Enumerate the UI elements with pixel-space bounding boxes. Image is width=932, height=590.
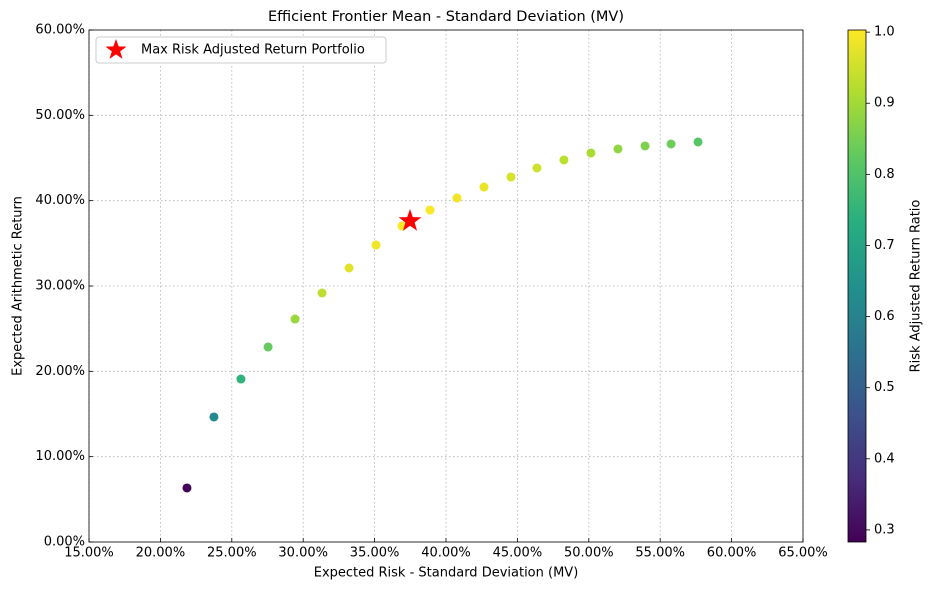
colorbar-tick-label: 0.8 [874,167,895,182]
y-tick-label: 50.00% [35,108,85,123]
x-axis-label: Expected Risk - Standard Deviation (MV) [314,566,579,581]
x-tick-label: 25.00% [207,546,257,561]
highlight-point [398,209,422,231]
x-tick-label: 60.00% [707,546,757,561]
point [182,483,192,493]
x-tick-label: 40.00% [421,546,471,561]
x-tick-label: 20.00% [136,546,186,561]
grid [88,29,804,543]
point [317,288,327,298]
point [506,172,516,182]
colorbar-tick-label: 0.3 [874,522,895,537]
point [371,240,381,250]
colorbar-label: Risk Adjusted Return Ratio [909,200,924,373]
y-axis-label: Expected Arithmetic Return [11,196,26,376]
x-tick-label: 45.00% [493,546,543,561]
point [425,205,435,215]
point [290,314,300,324]
point [693,137,703,147]
colorbar-tick-label: 1.0 [874,25,895,40]
chart-title: Efficient Frontier Mean - Standard Devia… [268,9,624,25]
colorbar-tick-label: 0.6 [874,309,895,324]
legend: Max Risk Adjusted Return Portfolio [95,36,387,64]
x-tick-label: 65.00% [778,546,828,561]
point [236,374,246,384]
marks [182,137,703,493]
y-tick-label: 40.00% [35,193,85,208]
point [263,342,273,352]
x-tick-label: 55.00% [635,546,685,561]
point [452,193,462,203]
y-tick-label: 10.00% [35,449,85,464]
y-tick-label: 0.00% [44,535,85,550]
colorbar-tick-label: 0.9 [874,96,895,111]
point [532,163,542,173]
y-tick-label: 20.00% [35,364,85,379]
legend-marker [105,39,127,59]
point [559,155,569,165]
y-tick-label: 60.00% [35,23,85,38]
point [344,263,354,273]
legend-box [95,36,387,64]
y-tick-label: 30.00% [35,279,85,294]
colorbar [847,29,867,543]
point [479,182,489,192]
colorbar-tick-label: 0.4 [874,451,895,466]
legend-label: Max Risk Adjusted Return Portfolio [141,43,365,58]
point [640,141,650,151]
x-tick-label: 50.00% [564,546,614,561]
colorbar-tick-label: 0.7 [874,238,895,253]
point [613,144,623,154]
point [586,148,596,158]
x-tick-label: 15.00% [64,546,114,561]
point [209,412,219,422]
colorbar-tick-label: 0.5 [874,380,895,395]
point [666,139,676,149]
x-tick-label: 35.00% [350,546,400,561]
x-tick-label: 30.00% [278,546,328,561]
